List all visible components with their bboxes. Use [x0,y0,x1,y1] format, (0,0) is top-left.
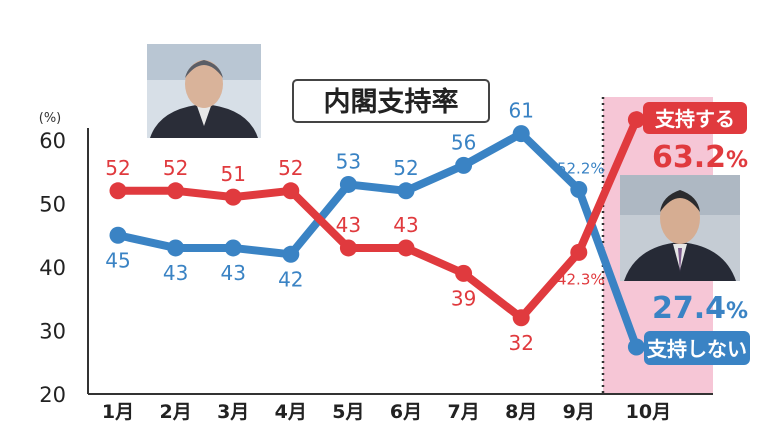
data-point-nonsupport [339,175,357,193]
data-point-support [224,188,242,206]
data-label-nonsupport: 52 [393,156,418,180]
chart-title-box: 内閣支持率 [292,79,490,123]
data-label-support: 51 [220,162,245,186]
y-tick-label: 30 [39,320,66,344]
data-label-nonsupport: 43 [163,261,188,285]
series-line-nonsupport [114,129,641,352]
y-tick-label: 60 [39,129,66,153]
x-tick-label: 3月 [217,401,249,423]
data-point-support [570,243,588,261]
y-tick-label: 40 [39,256,66,280]
data-point-support [397,239,415,257]
y-tick-label: 50 [39,193,66,217]
data-point-nonsupport [167,239,185,257]
data-point-nonsupport [512,125,530,143]
data-label-support: 43 [336,213,361,237]
x-tick-label: 9月 [563,401,595,423]
chart-title: 内閣支持率 [324,86,459,118]
data-label-nonsupport: 45 [105,248,130,272]
x-tick-label: 2月 [159,401,191,423]
nonsupport-callout-label: 支持しない [647,337,747,361]
data-label-nonsupport: 43 [220,261,245,285]
x-tick-label: 8月 [505,401,537,423]
data-point-nonsupport [109,226,127,244]
nonsupport-callout-value: 27.4% [652,291,748,326]
data-point-support [627,111,645,129]
data-point-support [109,182,127,200]
support-callout-label: 支持する [655,107,735,131]
support-callout-value: 63.2% [652,140,748,175]
x-tick-label: 5月 [332,401,364,423]
data-point-nonsupport [224,239,242,257]
nonsupport-callout-unit: % [726,299,748,324]
series-line-support [114,115,641,322]
data-point-support [455,264,473,282]
data-point-nonsupport [627,338,645,356]
series-points [109,111,645,356]
data-label-support: 42.3% [557,270,605,288]
x-tick-label: 4月 [275,401,307,423]
y-axis-unit: (%) [39,111,62,126]
data-point-support [339,239,357,257]
x-tick-label: 6月 [390,401,422,423]
kishida-portrait-photo [620,175,740,281]
suga-portrait-photo [147,44,261,138]
x-tick-label: 7月 [447,401,479,423]
data-label-support: 52 [278,156,303,180]
data-point-nonsupport [397,182,415,200]
x-tick-label: 1月 [102,401,134,423]
data-label-support: 52 [105,156,130,180]
data-label-support: 32 [508,331,533,355]
data-label-support: 52 [163,156,188,180]
x-tick-labels: 1月 2月 3月 4月 5月 6月 7月 8月 9月 10月 [102,401,671,423]
data-label-nonsupport: 56 [451,130,476,154]
support-callout: 支持する 63.2% [643,102,748,175]
data-label-nonsupport: 52.2% [557,160,605,178]
data-label-nonsupport: 42 [278,267,303,291]
data-point-support [282,182,300,200]
y-tick-label: 20 [39,383,66,407]
support-callout-unit: % [726,148,748,173]
nonsupport-callout-number: 27.4 [652,291,726,326]
y-tick-labels: 20 30 40 50 60 [39,129,66,407]
data-label-nonsupport: 61 [508,99,533,123]
support-callout-number: 63.2 [652,140,726,175]
series-lines [114,115,641,352]
data-point-support [167,182,185,200]
data-point-nonsupport [455,156,473,174]
nonsupport-callout: 27.4% 支持しない [644,291,750,365]
data-label-nonsupport: 53 [336,149,361,173]
data-label-support: 39 [451,286,476,310]
data-point-nonsupport [282,245,300,263]
data-point-support [512,309,530,327]
data-labels: 52 52 51 52 43 43 39 32 42.3% 45 43 43 42 53 52 56 61 52.… [105,99,604,355]
data-point-nonsupport [570,181,588,199]
data-label-support: 43 [393,213,418,237]
x-tick-label: 10月 [626,401,671,423]
